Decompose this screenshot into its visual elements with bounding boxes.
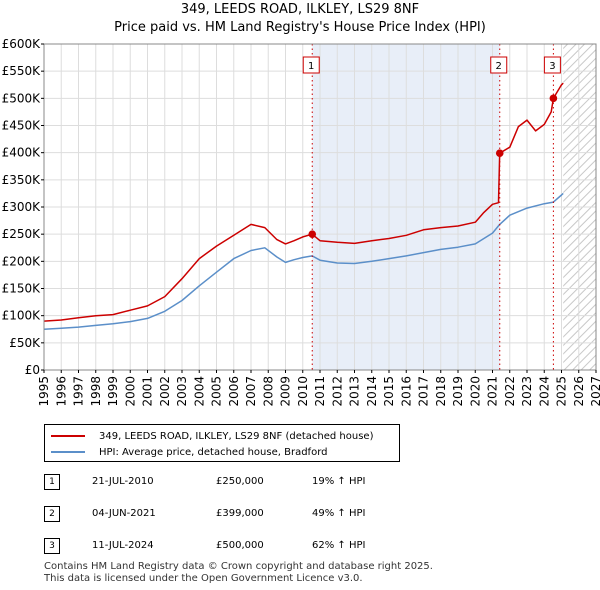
- sale-hpi-change: 49% ↑ HPI: [312, 508, 366, 519]
- legend-label-hpi: HPI: Average price, detached house, Brad…: [99, 446, 328, 458]
- sale-marker-box: [543, 56, 561, 74]
- property-price-line: [43, 82, 564, 322]
- sale-point: [495, 149, 504, 158]
- x-tick-label: 2026: [572, 376, 586, 407]
- x-tick-label: 2015: [382, 376, 396, 407]
- y-tick-label: £100K: [2, 309, 42, 323]
- sale-number: 3: [44, 538, 60, 554]
- sale-number: 1: [44, 474, 60, 490]
- footer-licence: This data is licensed under the Open Gov…: [44, 573, 363, 584]
- sale-marker-label: 2: [496, 61, 502, 72]
- sale-date: 11-JUL-2024: [92, 540, 154, 551]
- sale-row: 1 21-JUL-2010 £250,000 19% ↑ HPI: [44, 474, 600, 492]
- y-tick-label: £400K: [2, 146, 42, 160]
- x-tick-label: 2025: [555, 376, 569, 407]
- sale-hpi-change: 62% ↑ HPI: [312, 540, 366, 551]
- x-tick-label: 2002: [158, 376, 172, 407]
- x-tick-label: 1999: [106, 376, 120, 407]
- y-tick-label: £500K: [2, 91, 42, 105]
- legend-swatch-property: [51, 435, 85, 437]
- legend-label-property: 349, LEEDS ROAD, ILKLEY, LS29 8NF (detac…: [99, 430, 374, 442]
- x-tick-label: 2003: [175, 376, 189, 407]
- x-tick-label: 1995: [37, 376, 51, 407]
- sale-number: 2: [44, 506, 60, 522]
- x-tick-label: 2022: [503, 376, 517, 407]
- y-tick-label: £550K: [2, 64, 42, 78]
- x-tick-label: 2016: [399, 376, 413, 407]
- x-tick-label: 2027: [589, 376, 600, 407]
- footer-copyright: Contains HM Land Registry data © Crown c…: [44, 561, 433, 572]
- x-tick-label: 2020: [468, 376, 482, 407]
- sale-hpi-change: 19% ↑ HPI: [312, 476, 366, 487]
- legend-item-hpi: HPI: Average price, detached house, Brad…: [51, 445, 327, 459]
- x-tick-label: 2005: [210, 376, 224, 407]
- x-tick-label: 2021: [486, 376, 500, 407]
- x-tick-label: 2009: [279, 376, 293, 407]
- x-tick-label: 2007: [244, 376, 258, 407]
- sale-marker-box: [302, 56, 320, 74]
- sale-date: 04-JUN-2021: [92, 508, 156, 519]
- sale-marker-label: 1: [308, 61, 314, 72]
- legend: 349, LEEDS ROAD, ILKLEY, LS29 8NF (detac…: [44, 424, 400, 462]
- sale-price: £250,000: [216, 476, 264, 487]
- y-tick-label: £250K: [2, 227, 42, 241]
- legend-item-property: 349, LEEDS ROAD, ILKLEY, LS29 8NF (detac…: [51, 429, 373, 443]
- x-tick-label: 2023: [520, 376, 534, 407]
- x-tick-label: 2024: [537, 376, 551, 407]
- x-tick-label: 2011: [313, 376, 327, 407]
- price-chart: 1 2 3 £0 £50K £100K £150K £200K £250K £300K £350K…: [2, 37, 600, 407]
- x-tick-label: 1996: [54, 376, 68, 407]
- y-tick-label: £350K: [2, 173, 42, 187]
- chart-title: 349, LEEDS ROAD, ILKLEY, LS29 8NF: [180, 2, 420, 17]
- x-tick-label: 2001: [141, 376, 155, 407]
- x-tick-label: 2019: [451, 376, 465, 407]
- y-tick-label: £150K: [2, 282, 42, 296]
- legend-swatch-hpi: [51, 451, 85, 453]
- x-tick-label: 2006: [227, 376, 241, 407]
- x-tick-label: 2008: [261, 376, 275, 407]
- sale-marker-label: 3: [549, 61, 555, 72]
- y-tick-label: £300K: [2, 200, 42, 214]
- sale-point: [549, 94, 558, 103]
- x-tick-label: 2000: [123, 376, 137, 407]
- sale-row: 3 11-JUL-2024 £500,000 62% ↑ HPI: [44, 538, 600, 556]
- x-tick-label: 2014: [365, 376, 379, 407]
- sale-row: 2 04-JUN-2021 £399,000 49% ↑ HPI: [44, 506, 600, 524]
- x-tick-label: 2013: [348, 376, 362, 407]
- x-tick-label: 2017: [417, 376, 431, 407]
- y-tick-label: £0: [25, 363, 40, 377]
- y-tick-label: £600K: [2, 37, 42, 51]
- x-tick-label: 2018: [434, 376, 448, 407]
- sale-price: £399,000: [216, 508, 264, 519]
- chart-subtitle: Price paid vs. HM Land Registry's House …: [114, 20, 486, 35]
- sale-date: 21-JUL-2010: [92, 476, 154, 487]
- y-tick-label: £50K: [9, 336, 41, 350]
- x-tick-label: 2004: [192, 376, 206, 407]
- y-tick-label: £200K: [2, 254, 42, 268]
- sale-point: [308, 230, 317, 238]
- x-tick-label: 2010: [296, 376, 310, 407]
- y-tick-label: £450K: [2, 119, 42, 133]
- sale-price: £500,000: [216, 540, 264, 551]
- x-tick-label: 1997: [72, 376, 86, 407]
- sale-marker-box: [490, 56, 508, 74]
- x-tick-label: 1998: [89, 376, 103, 407]
- x-tick-label: 2012: [330, 376, 344, 407]
